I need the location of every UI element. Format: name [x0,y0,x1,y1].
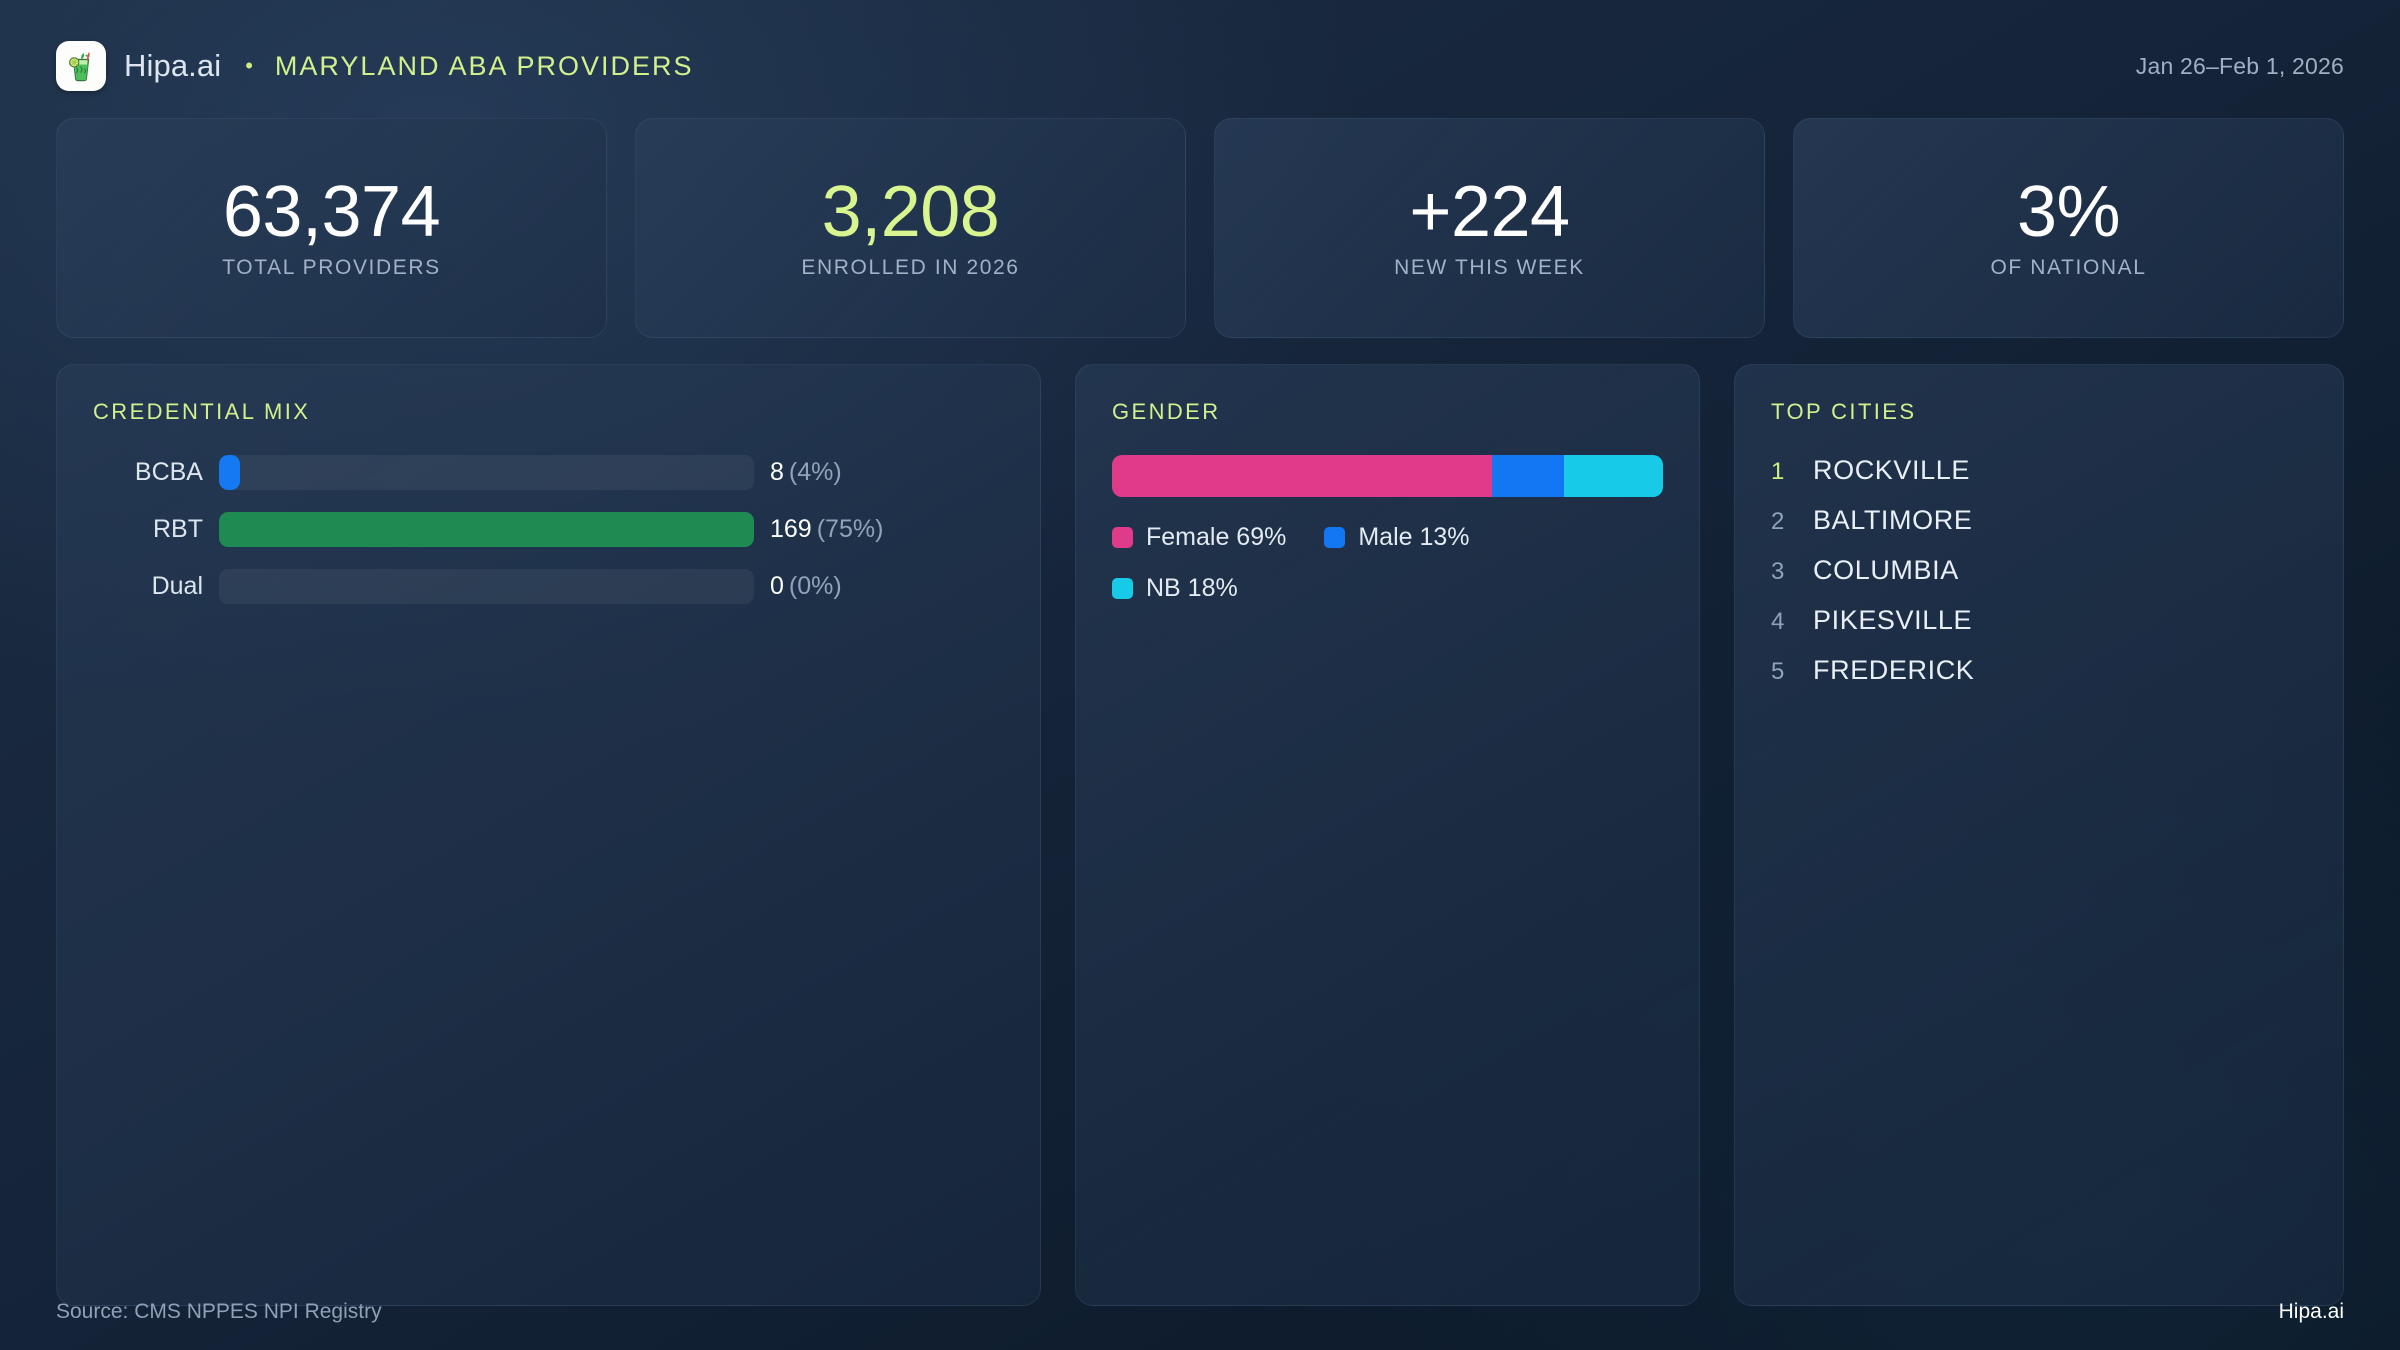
city-name: FREDERICK [1813,655,1975,685]
credential-bar-percent: (0%) [788,572,842,600]
credential-bar-track [219,512,754,547]
credential-bar-fill [219,455,241,490]
city-name: PIKESVILLE [1813,605,1973,635]
city-list-item: 4 PIKESVILLE [1771,605,2307,636]
brand-separator-dot: • [245,53,253,78]
city-rank: 4 [1771,608,1785,635]
gender-legend-item: Female 69% [1112,523,1286,552]
date-range-label: Jan 26–Feb 1, 2026 [2135,52,2344,79]
dashboard-header: Hipa.ai • MARYLAND ABA PROVIDERS Jan 26–… [56,28,2344,104]
gender-bar-segment [1563,455,1663,497]
gender-bar-segment [1112,455,1493,497]
city-list-item: 5 FREDERICK [1771,655,2307,686]
credential-bar-row: Dual 0 (0%) [93,569,1004,604]
kpi-label: NEW THIS WEEK [1394,255,1585,279]
kpi-card: 3,208 ENROLLED IN 2026 [635,118,1186,338]
credential-bar-fill [219,512,754,547]
city-list-item: 3 COLUMBIA [1771,555,2307,586]
legend-swatch-icon [1112,578,1133,599]
kpi-value: 63,374 [222,172,441,253]
credential-bar-label: RBT [153,515,203,543]
city-rank: 3 [1771,558,1785,585]
credential-bar-list: BCBA 8 (4%) RBT 169 (75%) Dual 0 (0%) [93,455,1004,604]
kpi-label: ENROLLED IN 2026 [801,255,1020,279]
city-name: BALTIMORE [1813,505,1973,535]
top-cities-list: 1 ROCKVILLE 2 BALTIMORE 3 COLUMBIA 4 PIKESVILLE… [1771,455,2307,686]
credential-bar-track [219,455,754,490]
credential-bar-row: BCBA 8 (4%) [93,455,1004,490]
legend-swatch-icon [1324,527,1346,548]
top-cities-panel: TOP CITIES 1 ROCKVILLE 2 BALTIMORE 3 COLUMBIA… [1734,364,2344,1306]
gender-legend-label: Male 13% [1358,523,1470,551]
gender-stacked-bar [1112,455,1663,497]
credential-bar-label: BCBA [134,458,203,486]
brand-name: Hipa.ai [124,48,222,83]
credential-bar-value: 169 (75%) [770,515,883,544]
footer-brand-label: Hipa.ai [2278,1300,2344,1323]
city-name: ROCKVILLE [1813,455,1970,485]
gender-panel: GENDER Female 69% Male 13% NB 18% [1075,364,1700,1306]
credential-bar-value: 8 (4%) [770,458,842,487]
kpi-value: 3% [2016,172,2121,253]
credential-bar-count: 169 [770,515,812,543]
city-list-item: 1 ROCKVILLE [1771,455,2307,486]
kpi-label: TOTAL PROVIDERS [222,255,441,279]
gender-legend: Female 69% Male 13% NB 18% [1112,523,1532,603]
gender-legend-label: NB 18% [1146,574,1238,602]
panels-row: CREDENTIAL MIX BCBA 8 (4%) RBT 169 (75%) Dual 0… [56,364,2344,1350]
city-list-item: 2 BALTIMORE [1771,505,2307,536]
credential-bar-track [219,569,754,604]
gender-title: GENDER [1112,399,1221,424]
credential-bar-percent: (4%) [788,458,842,486]
brand-block: Hipa.ai • MARYLAND ABA PROVIDERS [56,41,694,91]
kpi-value: +224 [1409,172,1570,253]
kpi-label: OF NATIONAL [1990,255,2147,279]
legend-swatch-icon [1112,527,1133,548]
dashboard-footer: Source: CMS NPPES NPI Registry Hipa.ai [56,1300,2344,1324]
footer-source-label: Source: CMS NPPES NPI Registry [56,1300,382,1323]
credential-bar-row: RBT 169 (75%) [93,512,1004,547]
gender-legend-item: NB 18% [1112,574,1238,603]
gender-legend-item: Male 13% [1324,523,1470,552]
city-rank: 5 [1771,658,1785,685]
credential-bar-count: 0 [770,572,784,600]
kpi-card: 3% OF NATIONAL [1793,118,2344,338]
credential-mix-panel: CREDENTIAL MIX BCBA 8 (4%) RBT 169 (75%) Dual 0… [56,364,1041,1306]
credential-bar-value: 0 (0%) [770,572,842,601]
credential-bar-count: 8 [770,458,784,486]
city-rank: 1 [1771,458,1785,485]
kpi-row: 63,374 TOTAL PROVIDERS 3,208 ENROLLED IN 20… [56,118,2344,338]
city-rank: 2 [1771,508,1785,535]
mojito-glass-icon [56,41,106,91]
credential-mix-title: CREDENTIAL MIX [93,399,311,424]
kpi-card: +224 NEW THIS WEEK [1214,118,1765,338]
top-cities-title: TOP CITIES [1771,399,1917,424]
page-title: MARYLAND ABA PROVIDERS [274,50,694,81]
credential-bar-percent: (75%) [816,515,884,543]
credential-bar-label: Dual [151,572,203,600]
kpi-card: 63,374 TOTAL PROVIDERS [56,118,607,338]
kpi-value: 3,208 [821,172,1000,253]
gender-bar-segment [1492,455,1564,497]
city-name: COLUMBIA [1813,555,1959,585]
gender-legend-label: Female 69% [1146,523,1287,551]
